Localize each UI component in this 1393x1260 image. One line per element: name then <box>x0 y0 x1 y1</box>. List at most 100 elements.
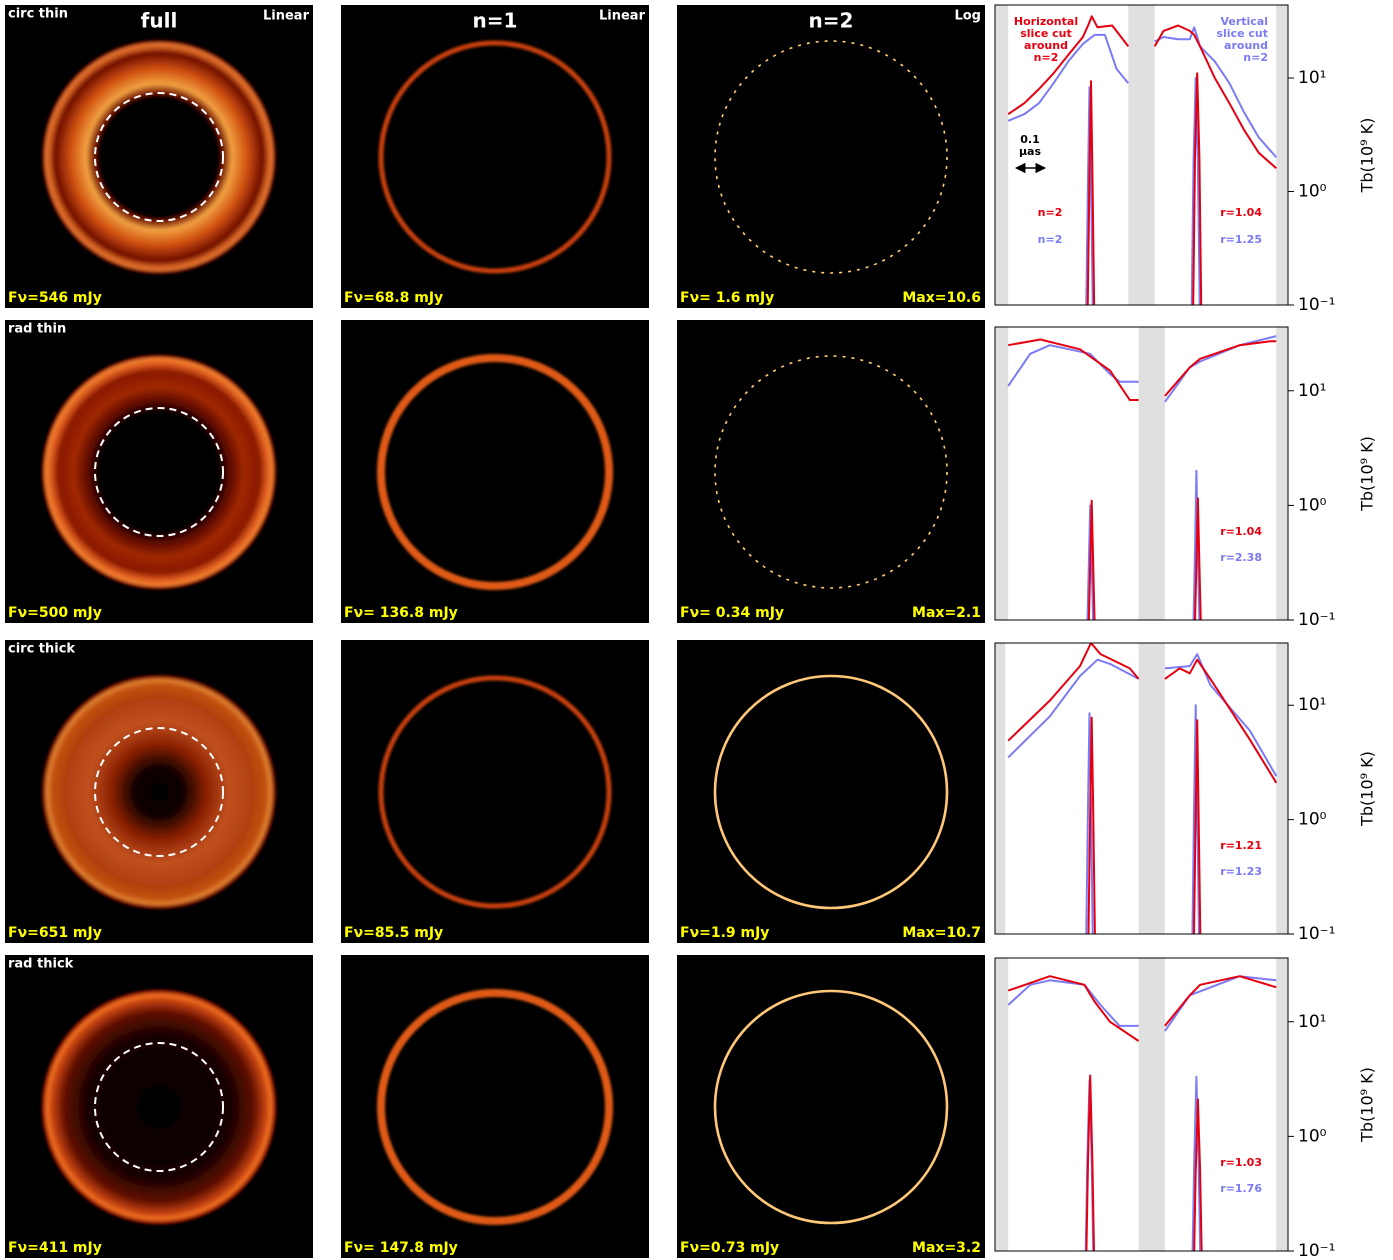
annotation: slice cut <box>1020 27 1072 40</box>
emission-glow <box>41 674 277 910</box>
y-tick-label: 10⁻¹ <box>1298 295 1335 315</box>
y-tick-label: 10⁻¹ <box>1298 610 1335 630</box>
row-label: circ thick <box>8 642 75 657</box>
image-panel <box>677 320 985 623</box>
shaded-band <box>1138 327 1165 620</box>
max-label: Max=2.1 <box>912 605 981 621</box>
y-tick-label: 10⁻¹ <box>1298 1241 1335 1260</box>
photon-ring <box>378 675 612 909</box>
line-series <box>1087 497 1202 620</box>
y-tick-label: 10⁻¹ <box>1298 924 1335 944</box>
photon-ring <box>377 989 613 1225</box>
max-label: Max=10.6 <box>902 290 981 306</box>
flux-label: Fν=85.5 mJy <box>344 925 443 941</box>
shaded-band <box>1276 958 1288 1251</box>
shadow-outline <box>94 92 224 222</box>
flux-label: Fν=411 mJy <box>8 1240 102 1256</box>
annotation: around <box>1024 39 1068 52</box>
annotation: r=1.03 <box>1220 1156 1262 1169</box>
image-panel <box>341 955 649 1258</box>
shadow-outline <box>94 727 224 857</box>
image-panel <box>677 955 985 1258</box>
line-series <box>1007 643 1278 784</box>
photon-ring <box>713 989 949 1225</box>
flux-label: Fν= 1.6 mJy <box>680 290 774 306</box>
emission-glow <box>41 354 277 590</box>
y-tick-label: 10¹ <box>1298 68 1326 88</box>
shadow-outline <box>94 407 224 537</box>
row-label: rad thick <box>8 957 74 972</box>
column-title: n=1 <box>473 9 518 33</box>
row-label: circ thin <box>8 7 68 22</box>
shaded-band <box>995 643 1006 934</box>
curves <box>1007 975 1277 1251</box>
y-tick-label: 10¹ <box>1298 381 1326 401</box>
annotation: r=1.04 <box>1220 206 1262 219</box>
scale-label: Log <box>954 9 981 24</box>
line-series <box>1085 77 1201 305</box>
annotation: r=1.04 <box>1220 525 1262 538</box>
flux-label: Fν=651 mJy <box>8 925 102 941</box>
annotation: r=2.38 <box>1220 551 1262 564</box>
shaded-band <box>1138 643 1165 934</box>
annotation: Vertical <box>1220 15 1268 28</box>
y-axis-label: Tb(10⁹ K) <box>1358 118 1377 194</box>
shadow-outline <box>94 1042 224 1172</box>
shaded-band <box>1276 5 1288 305</box>
line-series <box>1008 338 1277 401</box>
flux-label: Fν=68.8 mJy <box>344 290 443 306</box>
image-panel <box>341 640 649 943</box>
shaded-band <box>995 958 1009 1251</box>
annotation: Horizontal <box>1014 15 1078 28</box>
line-series <box>1007 975 1277 1042</box>
plot-frame <box>994 642 1289 935</box>
scale-label: Linear <box>263 9 310 24</box>
row-label: rad thin <box>8 322 66 337</box>
image-panel <box>341 5 649 308</box>
shaded-band <box>1128 5 1155 305</box>
column-title: full <box>141 9 178 33</box>
shaded-band <box>1138 958 1165 1251</box>
curves <box>1007 643 1278 934</box>
line-series <box>1085 1074 1203 1251</box>
photon-ring <box>713 674 949 910</box>
shaded-band <box>1276 327 1288 620</box>
y-tick-label: 10⁰ <box>1298 810 1327 830</box>
y-tick-label: 10¹ <box>1298 1012 1326 1032</box>
plot-frame <box>994 957 1289 1252</box>
image-panel <box>677 640 985 943</box>
curves <box>1007 335 1277 620</box>
max-label: Max=10.7 <box>902 925 981 941</box>
y-axis-label: Tb(10⁹ K) <box>1358 751 1377 827</box>
annotation: n=2 <box>1038 206 1063 219</box>
y-axis-label: Tb(10⁹ K) <box>1358 436 1377 512</box>
flux-label: Fν= 147.8 mJy <box>344 1240 458 1256</box>
column-title: n=2 <box>809 9 854 33</box>
y-tick-label: 10⁰ <box>1298 1126 1327 1146</box>
image-panel <box>341 320 649 623</box>
annotation: 0.1 <box>1020 133 1040 146</box>
flux-label: Fν=500 mJy <box>8 605 102 621</box>
shaded-band <box>1276 643 1288 934</box>
shaded-band <box>995 327 1009 620</box>
y-tick-label: 10¹ <box>1298 695 1326 715</box>
y-axis-label: Tb(10⁹ K) <box>1358 1067 1377 1143</box>
line-series <box>1007 15 1277 170</box>
annotation: μas <box>1019 145 1042 158</box>
annotation: around <box>1224 39 1268 52</box>
shaded-band <box>995 5 1009 305</box>
annotation: r=1.21 <box>1220 839 1262 852</box>
image-panel <box>677 5 985 308</box>
line-series <box>1007 335 1277 403</box>
y-tick-label: 10⁰ <box>1298 495 1327 515</box>
flux-label: Fν= 0.34 mJy <box>680 605 784 621</box>
photon-ring <box>714 40 948 274</box>
emission-glow <box>41 989 277 1225</box>
max-label: Max=3.2 <box>912 1240 981 1256</box>
annotation: r=1.76 <box>1220 1182 1262 1195</box>
annotation: n=2 <box>1243 51 1268 64</box>
annotation: r=1.23 <box>1220 865 1262 878</box>
photon-ring <box>714 355 948 589</box>
annotation: n=2 <box>1034 51 1059 64</box>
